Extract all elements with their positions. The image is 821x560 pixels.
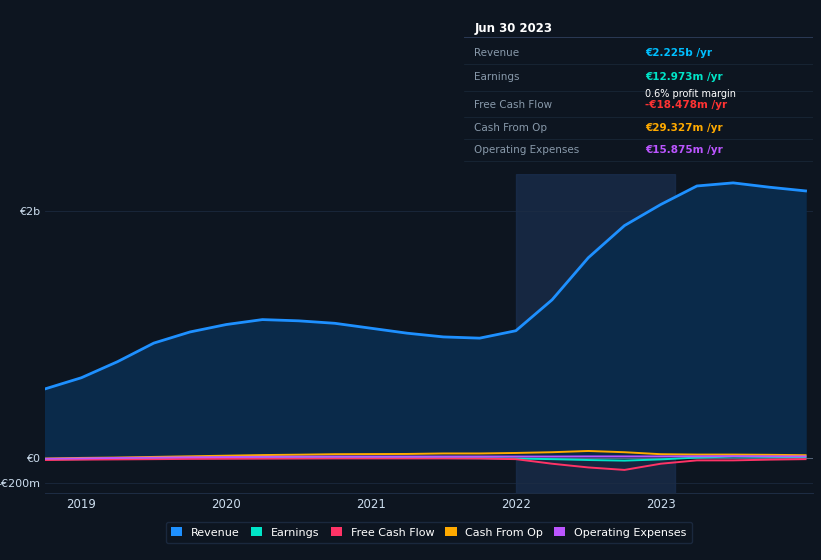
Text: -€18.478m /yr: -€18.478m /yr <box>645 100 727 110</box>
Text: Jun 30 2023: Jun 30 2023 <box>475 22 553 35</box>
Text: Revenue: Revenue <box>475 48 520 58</box>
Text: €2.225b /yr: €2.225b /yr <box>645 48 713 58</box>
Text: Cash From Op: Cash From Op <box>475 123 548 133</box>
Text: Free Cash Flow: Free Cash Flow <box>475 100 553 110</box>
Text: 0.6% profit margin: 0.6% profit margin <box>645 89 736 99</box>
Text: Operating Expenses: Operating Expenses <box>475 145 580 155</box>
Bar <box>516 174 675 493</box>
Text: €15.875m /yr: €15.875m /yr <box>645 145 723 155</box>
Legend: Revenue, Earnings, Free Cash Flow, Cash From Op, Operating Expenses: Revenue, Earnings, Free Cash Flow, Cash … <box>166 522 692 543</box>
Text: Earnings: Earnings <box>475 72 520 82</box>
Text: €12.973m /yr: €12.973m /yr <box>645 72 723 82</box>
Text: €29.327m /yr: €29.327m /yr <box>645 123 723 133</box>
